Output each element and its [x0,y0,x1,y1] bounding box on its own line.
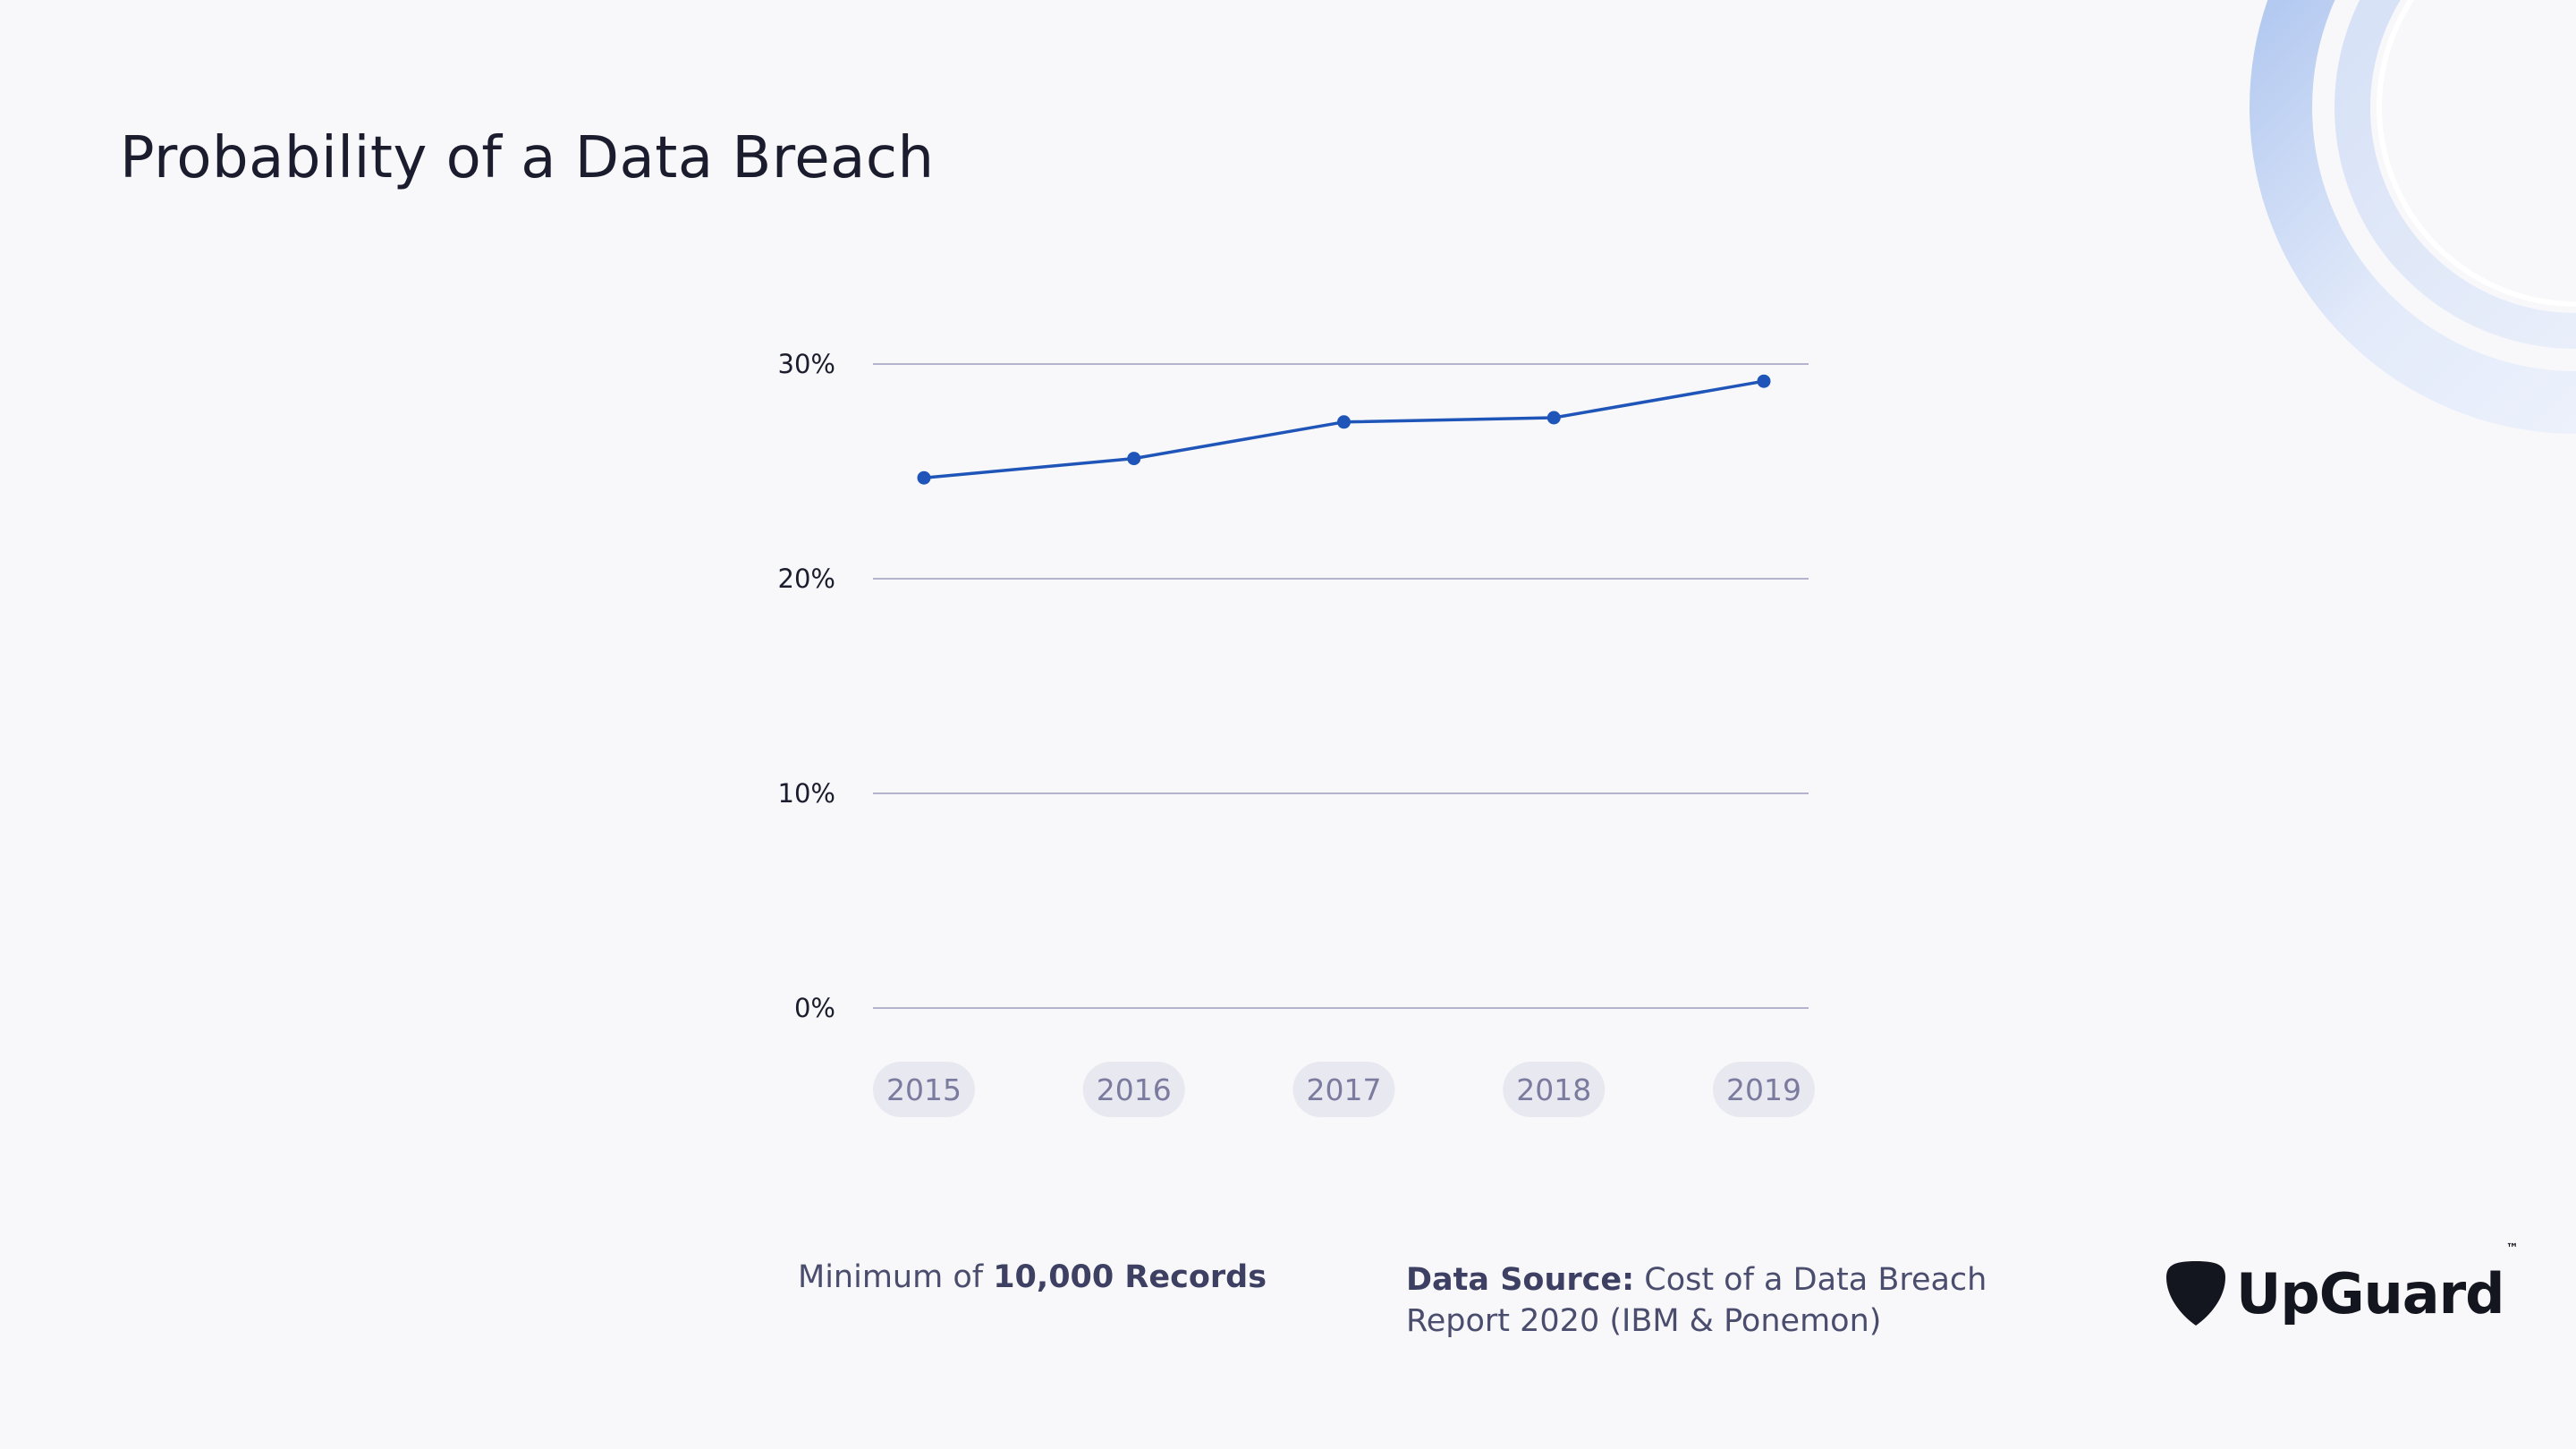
x-tick-pill [1713,1062,1815,1117]
logo-name: UpGuard [2236,1260,2505,1326]
logo-trademark: ™ [2505,1241,2519,1256]
x-tick-pill [1082,1062,1185,1117]
records-note-value: 10,000 Records [993,1259,1267,1295]
records-note: Minimum of 10,000 Records [798,1259,1267,1295]
y-tick-label: 20% [778,564,835,594]
upguard-logo: UpGuard™ [2165,1241,2519,1327]
data-point [1546,411,1561,425]
logo-wordmark: UpGuard™ [2236,1241,2519,1326]
records-note-prefix: Minimum of [798,1259,994,1295]
x-tick-pill [1292,1062,1395,1117]
x-tick-label: 2017 [1307,1072,1382,1107]
data-source-text: Cost of a Data Breach Report 2020 (IBM &… [1406,1262,1987,1339]
x-tick-label: 2019 [1726,1072,1801,1107]
data-point [1127,452,1141,466]
shield-pick-icon [2166,1261,2225,1326]
data-point [917,470,931,485]
data-point [1337,415,1351,429]
data-point [1757,374,1771,388]
x-tick-label: 2018 [1516,1072,1591,1107]
chart-title: Probability of a Data Breach [120,125,935,191]
x-tick-label: 2015 [886,1072,962,1107]
ring-decoration [2250,0,2576,434]
y-tick-label: 0% [794,993,835,1023]
data-source-label: Data Source: [1406,1262,1635,1298]
y-tick-label: 10% [778,778,835,809]
x-tick-pill [1503,1062,1606,1117]
line-chart: 0% 10% 20% 30% 2015 2016 2017 2018 2019 [778,349,1815,1117]
x-tick-pill [873,1062,975,1117]
x-tick-label: 2016 [1097,1072,1172,1107]
data-source-note: Data Source: Cost of a Data Breach Repor… [1406,1259,1996,1342]
y-tick-label: 30% [778,349,835,379]
series-line [923,379,1765,479]
